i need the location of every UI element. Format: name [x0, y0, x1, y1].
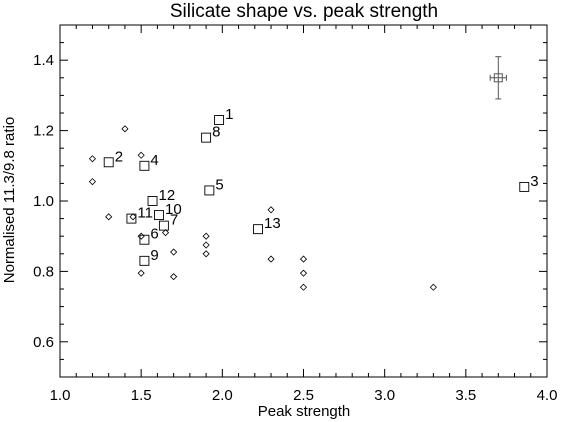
x-tick-label: 2.0: [212, 387, 233, 404]
diamond-point: [170, 248, 178, 256]
square-point: [253, 224, 263, 235]
error-bar-square: [493, 73, 503, 83]
point-label: 5: [215, 176, 223, 193]
square-point: [103, 157, 114, 168]
diamond-point: [137, 269, 145, 277]
square-point: [139, 160, 150, 171]
diamond-point: [267, 255, 275, 263]
diamond-point: [121, 125, 129, 133]
x-axis: 1.0 1.5 2.0 2.5 3.0 3.5 4.0: [50, 25, 558, 404]
diamond-point: [88, 155, 97, 163]
diamond-point: [161, 229, 170, 237]
diamond-point: [137, 151, 145, 159]
x-tick-label: 2.5: [293, 387, 314, 404]
chart-title: Silicate shape vs. peak strength: [170, 1, 438, 22]
y-tick-label: 0.8: [33, 263, 54, 280]
diamond-point: [170, 273, 178, 281]
diamond-point: [129, 213, 137, 221]
y-tick-label: 1.0: [33, 193, 54, 210]
diamond-point: [202, 250, 210, 258]
square-point: [147, 196, 158, 206]
x-axis-label: Peak strength: [258, 403, 351, 420]
diamond-point: [299, 283, 308, 291]
point-label: 13: [264, 215, 281, 232]
diamond-point: [299, 269, 308, 277]
x-tick-label: 1.0: [50, 387, 71, 404]
x-tick-label: 3.0: [374, 387, 395, 404]
square-point: [204, 185, 215, 196]
square-point: [201, 132, 212, 143]
y-tick-label: 1.4: [33, 52, 54, 69]
square-point: [158, 220, 169, 231]
point-label: 1: [225, 106, 233, 123]
diamond-point: [429, 283, 437, 291]
square-point: [126, 213, 137, 224]
square-point: [154, 210, 164, 221]
square-point: [214, 115, 225, 125]
point-label: 12: [159, 187, 176, 204]
point-label: 2: [115, 148, 123, 165]
x-tick-label: 3.5: [455, 387, 476, 404]
diamond-point: [202, 232, 210, 240]
diamond-point: [105, 213, 113, 221]
diamond-point: [137, 232, 145, 240]
x-tick-label: 4.0: [537, 387, 558, 404]
point-label: 3: [530, 173, 538, 190]
point-label: 7: [170, 212, 178, 229]
square-point: [519, 181, 530, 192]
x-tick-label: 1.5: [131, 387, 152, 404]
point-label: 11: [137, 205, 153, 222]
point-label: 4: [150, 152, 158, 169]
y-tick-label: 1.2: [33, 123, 54, 140]
error-bar-marker: [489, 56, 507, 100]
diamond-point: [88, 178, 97, 186]
point-label: 9: [150, 247, 158, 264]
plot-frame: [59, 24, 548, 378]
point-label: 6: [150, 226, 158, 243]
square-point: [139, 234, 150, 245]
diamond-point: [299, 255, 308, 263]
y-axis-label: Normalised 11.3/9.8 ratio: [1, 117, 18, 283]
square-point: [139, 255, 150, 266]
diamond-point: [202, 241, 210, 249]
point-label: 8: [212, 124, 220, 141]
point-label: 10: [165, 201, 182, 218]
y-tick-label: 0.6: [33, 334, 54, 351]
diamond-point: [267, 206, 275, 214]
y-axis: 0.6 0.8 1.0 1.2 1.4: [33, 24, 547, 378]
